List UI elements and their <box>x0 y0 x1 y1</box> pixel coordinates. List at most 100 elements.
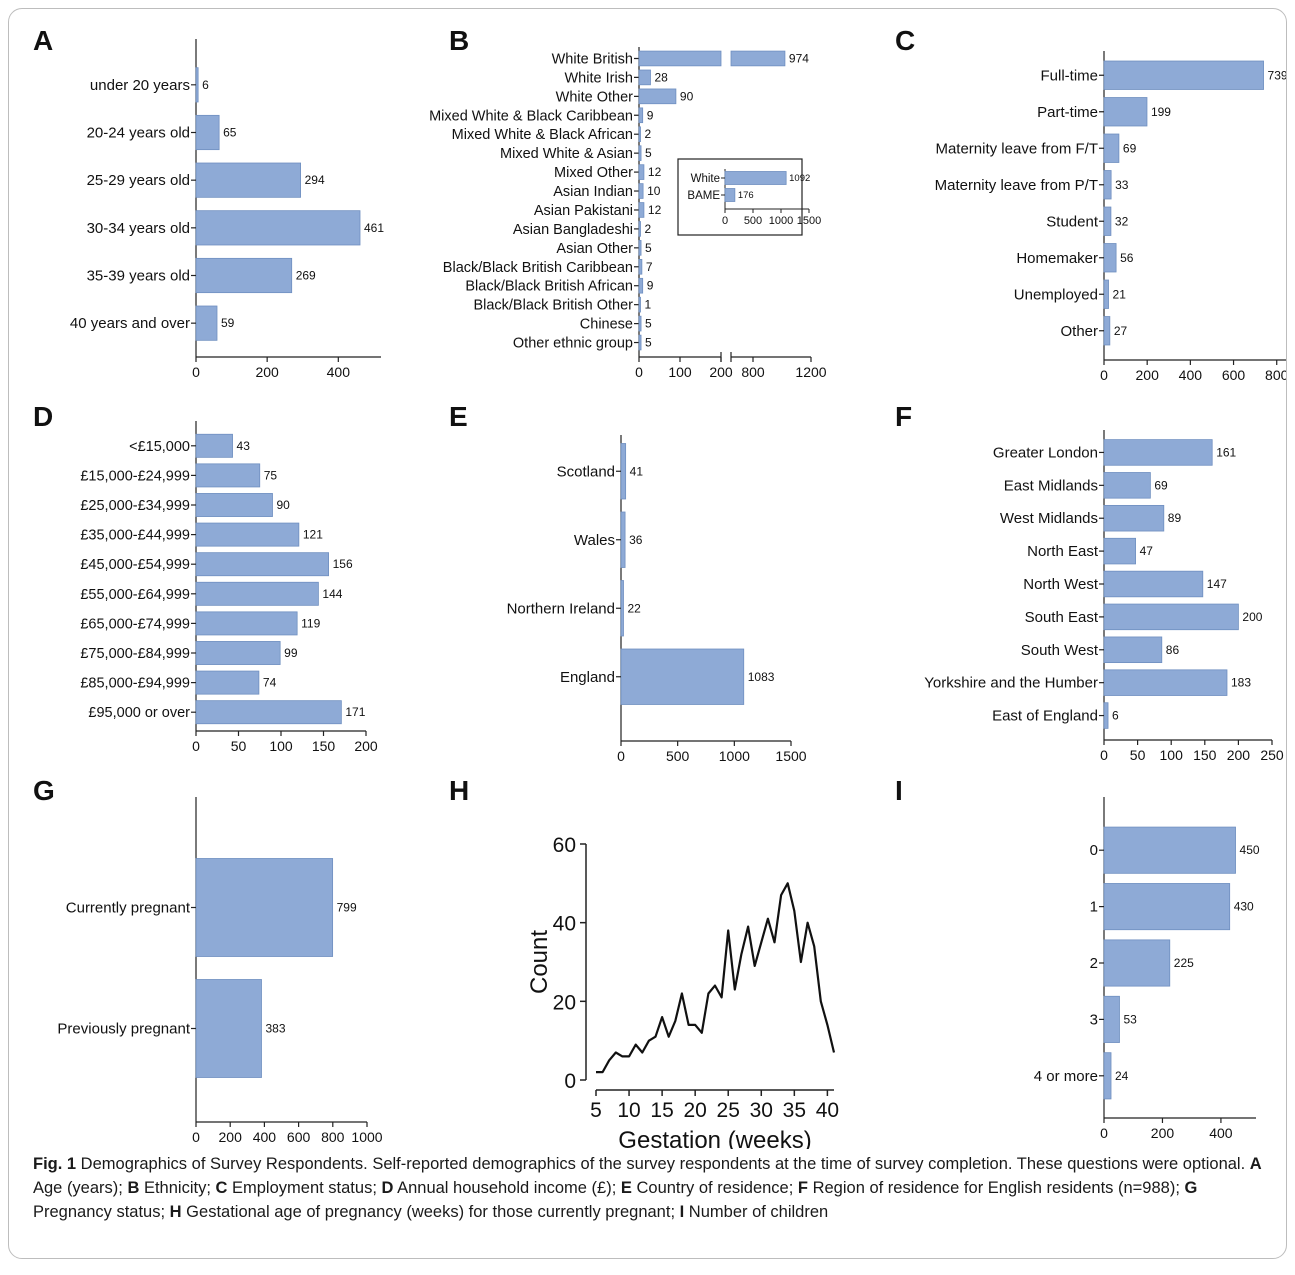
caption-item-text: Country of residence; <box>631 1179 798 1197</box>
bar <box>1103 97 1148 127</box>
bar <box>1103 206 1112 236</box>
category-label: 25-29 years old <box>87 172 190 189</box>
x-tick-label: 400 <box>1179 367 1203 383</box>
category-label: Yorkshire and the Humber <box>924 675 1098 692</box>
x-tick-label: 400 <box>327 364 351 380</box>
bar <box>195 581 319 606</box>
x-tick-label: 200 <box>219 1129 243 1145</box>
y-tick-label: 20 <box>553 991 576 1014</box>
bar <box>638 50 722 67</box>
bar <box>1103 170 1112 200</box>
data-label: 9 <box>647 279 654 293</box>
data-label: 156 <box>333 557 353 571</box>
inset-category-label: BAME <box>687 190 720 202</box>
x-tick-label: 20 <box>683 1099 706 1122</box>
panel-c: C 0 200 400 600 800 Full-time 739 Part-time 199 M… <box>869 9 1287 389</box>
caption-item: I Number of children <box>680 1203 829 1221</box>
data-label: 6 <box>202 78 209 92</box>
bar <box>638 126 641 143</box>
data-label: 86 <box>1166 643 1180 657</box>
bar <box>638 107 644 124</box>
inset-x-tick-label: 500 <box>744 215 762 227</box>
caption-item-text: Number of children <box>684 1203 829 1221</box>
panel-d: D 0 50 100 150 200 <£15,000 43 £15,000-£24,999 7… <box>9 389 429 769</box>
bar <box>195 611 298 636</box>
bar <box>195 858 334 957</box>
inset-data-label: 1092 <box>789 173 810 184</box>
data-label: 56 <box>1120 251 1134 265</box>
bar <box>195 641 281 665</box>
bar <box>638 88 677 105</box>
bar <box>730 50 786 67</box>
data-label: 43 <box>237 439 251 453</box>
x-tick-label: 200 <box>1136 367 1160 383</box>
data-label: 7 <box>646 260 653 274</box>
figure: A 0 200 400 under 20 years 6 20-24 years old 6… <box>8 8 1287 1259</box>
category-label: Mixed White & Asian <box>500 146 633 162</box>
x-tick-label: 0 <box>1100 1125 1108 1141</box>
bar <box>1103 472 1151 499</box>
data-label: 147 <box>1207 577 1227 591</box>
category-label: Chinese <box>580 317 633 333</box>
data-label: 69 <box>1123 141 1137 155</box>
bar <box>1103 1052 1112 1100</box>
bar <box>195 305 218 341</box>
caption-text: Demographics of Survey Respondents. Self… <box>76 1155 1250 1173</box>
category-label: Black/Black British African <box>465 279 633 295</box>
bar <box>195 114 220 151</box>
figure-caption: Fig. 1 Demographics of Survey Respondent… <box>33 1152 1263 1224</box>
caption-item-key: H <box>169 1203 182 1221</box>
bar <box>620 648 745 705</box>
x-tick-label: 800 <box>1265 367 1287 383</box>
category-label: £95,000 or over <box>88 705 190 721</box>
data-label: 5 <box>645 241 652 255</box>
panel-letter-h: H <box>449 775 470 806</box>
data-label: 22 <box>627 601 641 615</box>
panel-letter-d: D <box>33 401 54 432</box>
category-label: Scotland <box>557 463 615 480</box>
panel-letter-c: C <box>895 25 916 56</box>
caption-item-text: Gestational age of pregnancy (weeks) for… <box>181 1203 680 1221</box>
category-label: Maternity leave from F/T <box>935 140 1098 157</box>
data-label: 5 <box>645 317 652 331</box>
bar <box>1103 60 1264 90</box>
chart-a: 0 200 400 under 20 years 6 20-24 years old 65 2… <box>70 39 384 380</box>
data-label: 799 <box>337 901 357 915</box>
x-tick-label: 1000 <box>719 748 750 764</box>
y-axis-title: Count <box>526 930 553 994</box>
bar <box>195 670 260 695</box>
category-label: England <box>560 669 615 686</box>
category-label: Other <box>1060 323 1098 340</box>
data-label: 199 <box>1151 105 1171 119</box>
category-label: Currently pregnant <box>66 900 191 917</box>
category-label: South East <box>1025 609 1099 626</box>
caption-item: E Country of residence; <box>621 1179 798 1197</box>
bar <box>1103 243 1117 273</box>
caption-item-text: Age (years); <box>33 1179 128 1197</box>
panel-letter-g: G <box>33 775 55 806</box>
category-label: Black/Black British Other <box>473 298 633 314</box>
data-label: 21 <box>1113 287 1127 301</box>
caption-item-text: Pregnancy status; <box>33 1203 170 1221</box>
bar <box>195 210 361 246</box>
panel-letter-b: B <box>449 25 470 56</box>
category-label: £55,000-£64,999 <box>80 587 190 603</box>
bar <box>1103 669 1228 696</box>
x-tick-label: 400 <box>1209 1125 1233 1141</box>
x-tick-label: 200 <box>1227 747 1251 763</box>
data-label: 24 <box>1115 1069 1129 1083</box>
caption-item: C Employment status; <box>216 1179 382 1197</box>
x-axis-title: Gestation (weeks) <box>618 1127 811 1149</box>
x-tick-label: 400 <box>253 1129 277 1145</box>
category-label: East Midlands <box>1004 477 1098 494</box>
data-label: 5 <box>645 336 652 350</box>
bar <box>638 183 644 199</box>
bar <box>1103 883 1231 931</box>
category-label: Homemaker <box>1016 250 1098 267</box>
category-label: East of England <box>992 708 1098 725</box>
category-label: £45,000-£54,999 <box>80 557 190 573</box>
data-label: 161 <box>1216 445 1236 459</box>
category-label: £65,000-£74,999 <box>80 616 190 632</box>
category-label: Maternity leave from P/T <box>935 177 1098 194</box>
data-label: 90 <box>277 498 291 512</box>
